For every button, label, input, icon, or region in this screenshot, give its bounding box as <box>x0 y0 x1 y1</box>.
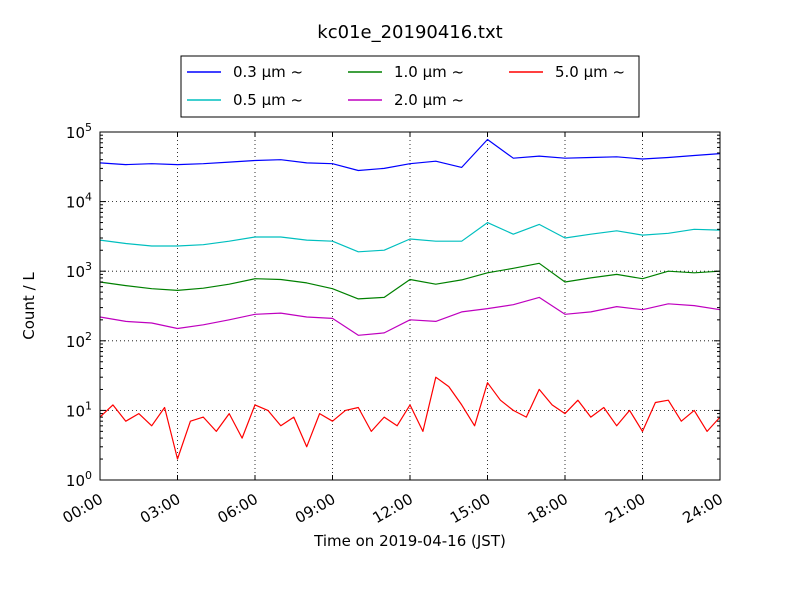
x-axis-label: Time on 2019-04-16 (JST) <box>313 532 506 550</box>
x-tick-label: 24:00 <box>680 490 726 527</box>
y-axis-label: Count / L <box>20 272 38 340</box>
x-tick-label: 15:00 <box>447 490 493 527</box>
x-tick-labels: 00:00 03:00 06:00 09:00 12:00 15:00 18:00 21:00… <box>60 490 726 527</box>
series-line-2 <box>99 222 721 253</box>
legend-label: 0.3 μm ~ <box>233 63 303 81</box>
x-tick-label: 06:00 <box>215 490 261 527</box>
y-tick-labels: 100 101 102 103 104 105 <box>66 121 92 490</box>
series-line-3 <box>99 262 721 300</box>
x-tick-label: 03:00 <box>137 490 183 527</box>
chart-title: kc01e_20190416.txt <box>317 22 502 43</box>
legend-label: 0.5 μm ~ <box>233 91 303 109</box>
legend-label: 2.0 μm ~ <box>394 91 464 109</box>
x-tick-label: 21:00 <box>602 490 648 527</box>
series-line-4 <box>99 296 721 336</box>
y-tick-label: 103 <box>66 260 92 281</box>
y-tick-label: 100 <box>66 469 92 490</box>
x-tick-label: 00:00 <box>60 490 106 527</box>
legend-label: 5.0 μm ~ <box>555 63 625 81</box>
legend-box <box>180 55 640 118</box>
legend-label: 1.0 μm ~ <box>394 63 464 81</box>
x-tick-label: 12:00 <box>370 490 416 527</box>
y-tick-label: 105 <box>66 121 92 142</box>
x-tick-label: 18:00 <box>525 490 571 527</box>
axis-ticks <box>99 131 721 481</box>
y-tick-label: 104 <box>66 191 92 212</box>
legend: 0.3 μm ~ 0.5 μm ~ 1.0 μm ~ 2.0 μm ~ 5.0 μm ~ <box>180 55 640 118</box>
plot-background <box>100 132 720 480</box>
series-group <box>99 138 721 460</box>
y-tick-label: 101 <box>66 399 92 420</box>
series-line-1 <box>99 138 721 172</box>
y-tick-label: 102 <box>66 330 92 351</box>
series-line-5 <box>99 376 721 460</box>
x-tick-label: 09:00 <box>292 490 338 527</box>
grid <box>100 132 720 480</box>
